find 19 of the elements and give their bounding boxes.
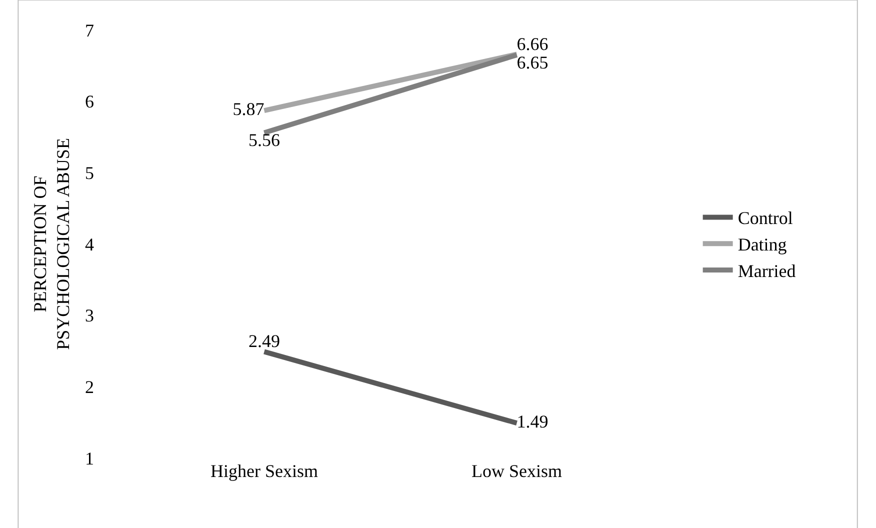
legend-label: Dating	[738, 234, 787, 255]
y-tick-label: 4	[85, 234, 94, 254]
x-tick-label: Low Sexism	[472, 461, 562, 481]
y-tick-label: 1	[85, 448, 94, 468]
data-label: 5.56	[248, 130, 280, 150]
data-label: 6.66	[516, 34, 548, 54]
y-tick-label: 3	[85, 306, 94, 326]
y-tick-label: 2	[85, 376, 94, 397]
data-label: 1.49	[516, 412, 548, 432]
y-tick-label: 7	[85, 20, 94, 40]
legend-label: Control	[738, 208, 793, 228]
data-label: 5.87	[232, 99, 264, 120]
y-axis-title: PERCEPTION OF PSYCHOLOGICAL ABUSE	[30, 138, 74, 350]
x-tick-label: Higher Sexism	[210, 461, 318, 481]
data-label: 2.49	[248, 331, 280, 352]
y-tick-label: 5	[85, 162, 94, 183]
data-label: 6.65	[516, 52, 548, 72]
legend-label: Married	[738, 261, 796, 282]
y-tick-label: 6	[85, 92, 94, 112]
